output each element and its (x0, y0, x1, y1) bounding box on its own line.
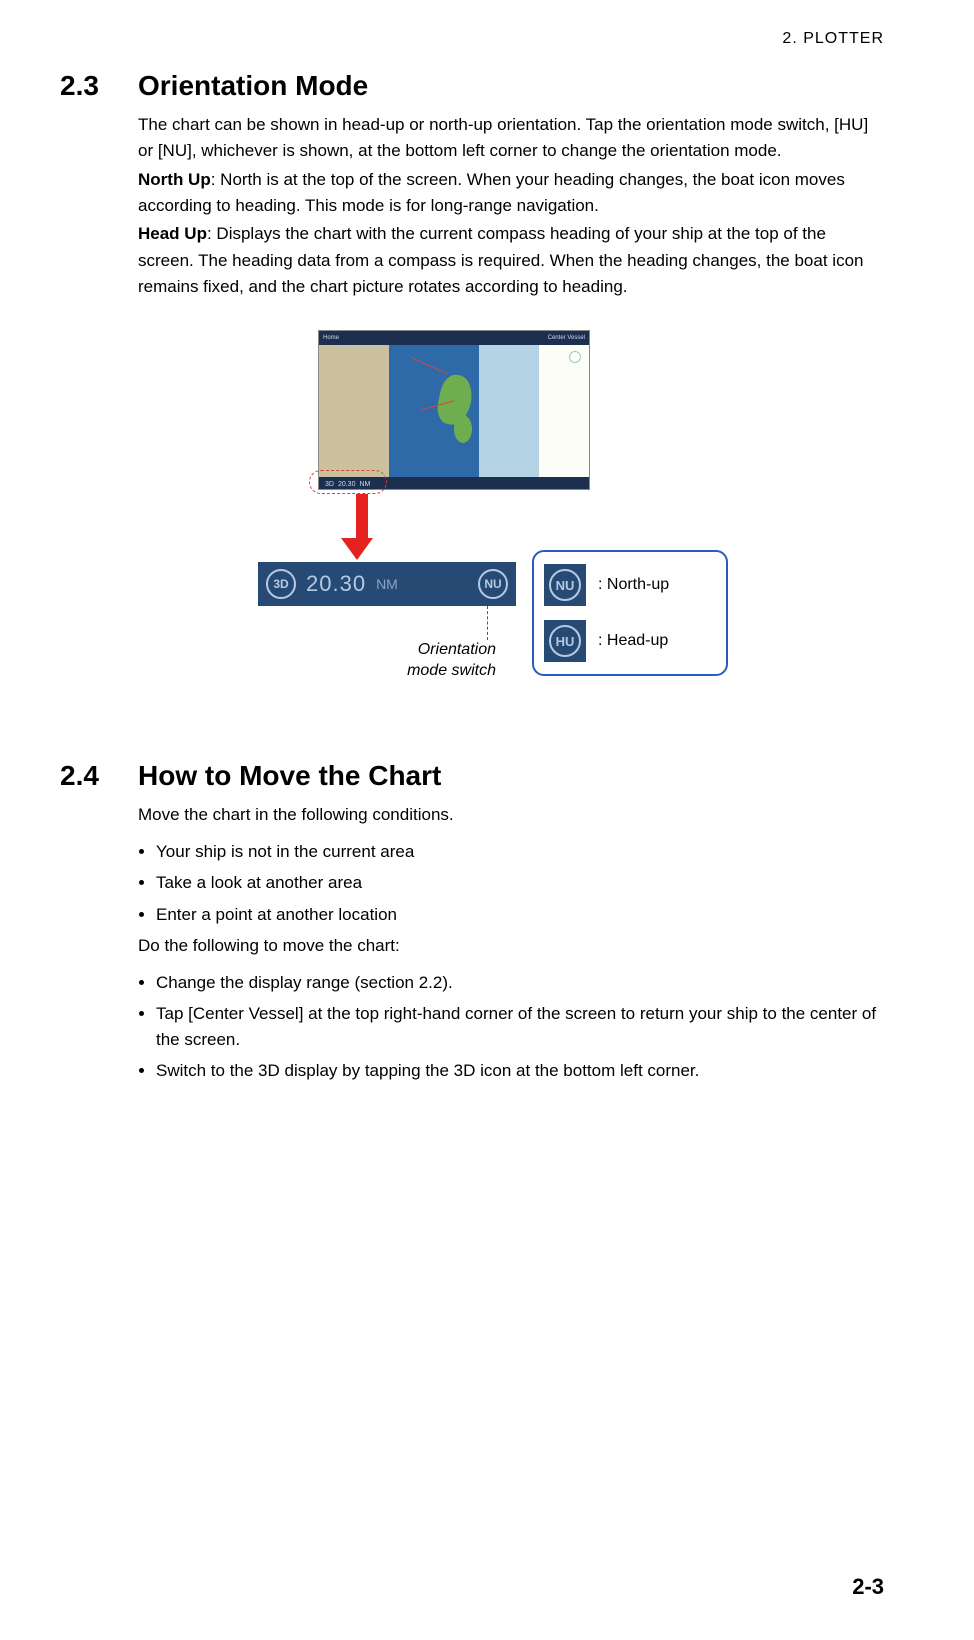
chart-screenshot: Home Center Vessel 3D 20.30 NM (318, 330, 590, 490)
bullet-list-conditions: Your ship is not in the current area Tak… (138, 839, 884, 928)
label-north-up: North Up (138, 170, 211, 189)
highlight-circle (309, 470, 387, 494)
legend-text: : North-up (598, 576, 669, 594)
orientation-mode-button[interactable]: NU (478, 569, 508, 599)
text: mode switch (407, 662, 496, 679)
section-2-4-body: Move the chart in the following conditio… (138, 802, 884, 1083)
section-title: Orientation Mode (138, 70, 368, 102)
leader-line (487, 606, 488, 640)
map-water-shallow (479, 345, 539, 477)
list-item: Switch to the 3D display by tapping the … (156, 1058, 884, 1084)
section-heading-2-4: 2.4 How to Move the Chart (60, 760, 884, 792)
callout-label: Orientation mode switch (386, 640, 496, 682)
legend-box: NU : North-up HU : Head-up (532, 550, 728, 676)
legend-row-hu: HU : Head-up (544, 620, 716, 662)
screenshot-map (319, 345, 589, 477)
legend-chip: NU (544, 564, 586, 606)
hu-icon: HU (549, 625, 581, 657)
section-2-3-body: The chart can be shown in head-up or nor… (138, 112, 884, 300)
page: 2. PLOTTER 2.3 Orientation Mode The char… (0, 0, 974, 1130)
nu-icon: NU (549, 569, 581, 601)
map-land (319, 345, 389, 477)
page-number: 2-3 (852, 1574, 884, 1600)
text: : North is at the top of the screen. Whe… (138, 170, 845, 215)
legend-text: : Head-up (598, 632, 668, 650)
paragraph: The chart can be shown in head-up or nor… (138, 112, 884, 165)
list-item: Tap [Center Vessel] at the top right-han… (156, 1001, 884, 1052)
paragraph: North Up: North is at the top of the scr… (138, 167, 884, 220)
range-value: 20.30 (306, 571, 366, 597)
list-item: Enter a point at another location (156, 902, 884, 928)
arrow-down-icon (351, 494, 373, 560)
range-unit: NM (376, 576, 398, 592)
toolbar-zoom: 3D 20.30 NM NU (258, 562, 516, 606)
paragraph: Move the chart in the following conditio… (138, 802, 884, 828)
list-item: Your ship is not in the current area (156, 839, 884, 865)
label-head-up: Head Up (138, 224, 207, 243)
list-item: Change the display range (section 2.2). (156, 970, 884, 996)
home-label: Home (323, 335, 339, 341)
figure-orientation-mode: Home Center Vessel 3D 20.30 NM (138, 330, 884, 700)
3d-button[interactable]: 3D (266, 569, 296, 599)
text: Orientation (418, 641, 496, 658)
list-item: Take a look at another area (156, 870, 884, 896)
section-number: 2.4 (60, 760, 110, 792)
section-number: 2.3 (60, 70, 110, 102)
section-title: How to Move the Chart (138, 760, 441, 792)
map-coast (539, 345, 590, 477)
paragraph: Head Up: Displays the chart with the cur… (138, 221, 884, 300)
legend-row-nu: NU : North-up (544, 564, 716, 606)
bullet-list-actions: Change the display range (section 2.2). … (138, 970, 884, 1084)
text: : Displays the chart with the current co… (138, 224, 863, 296)
section-heading-2-3: 2.3 Orientation Mode (60, 70, 884, 102)
legend-chip: HU (544, 620, 586, 662)
screenshot-topbar: Home Center Vessel (319, 331, 589, 345)
paragraph: Do the following to move the chart: (138, 933, 884, 959)
center-vessel-label: Center Vessel (548, 335, 585, 341)
chapter-header: 2. PLOTTER (60, 30, 884, 48)
